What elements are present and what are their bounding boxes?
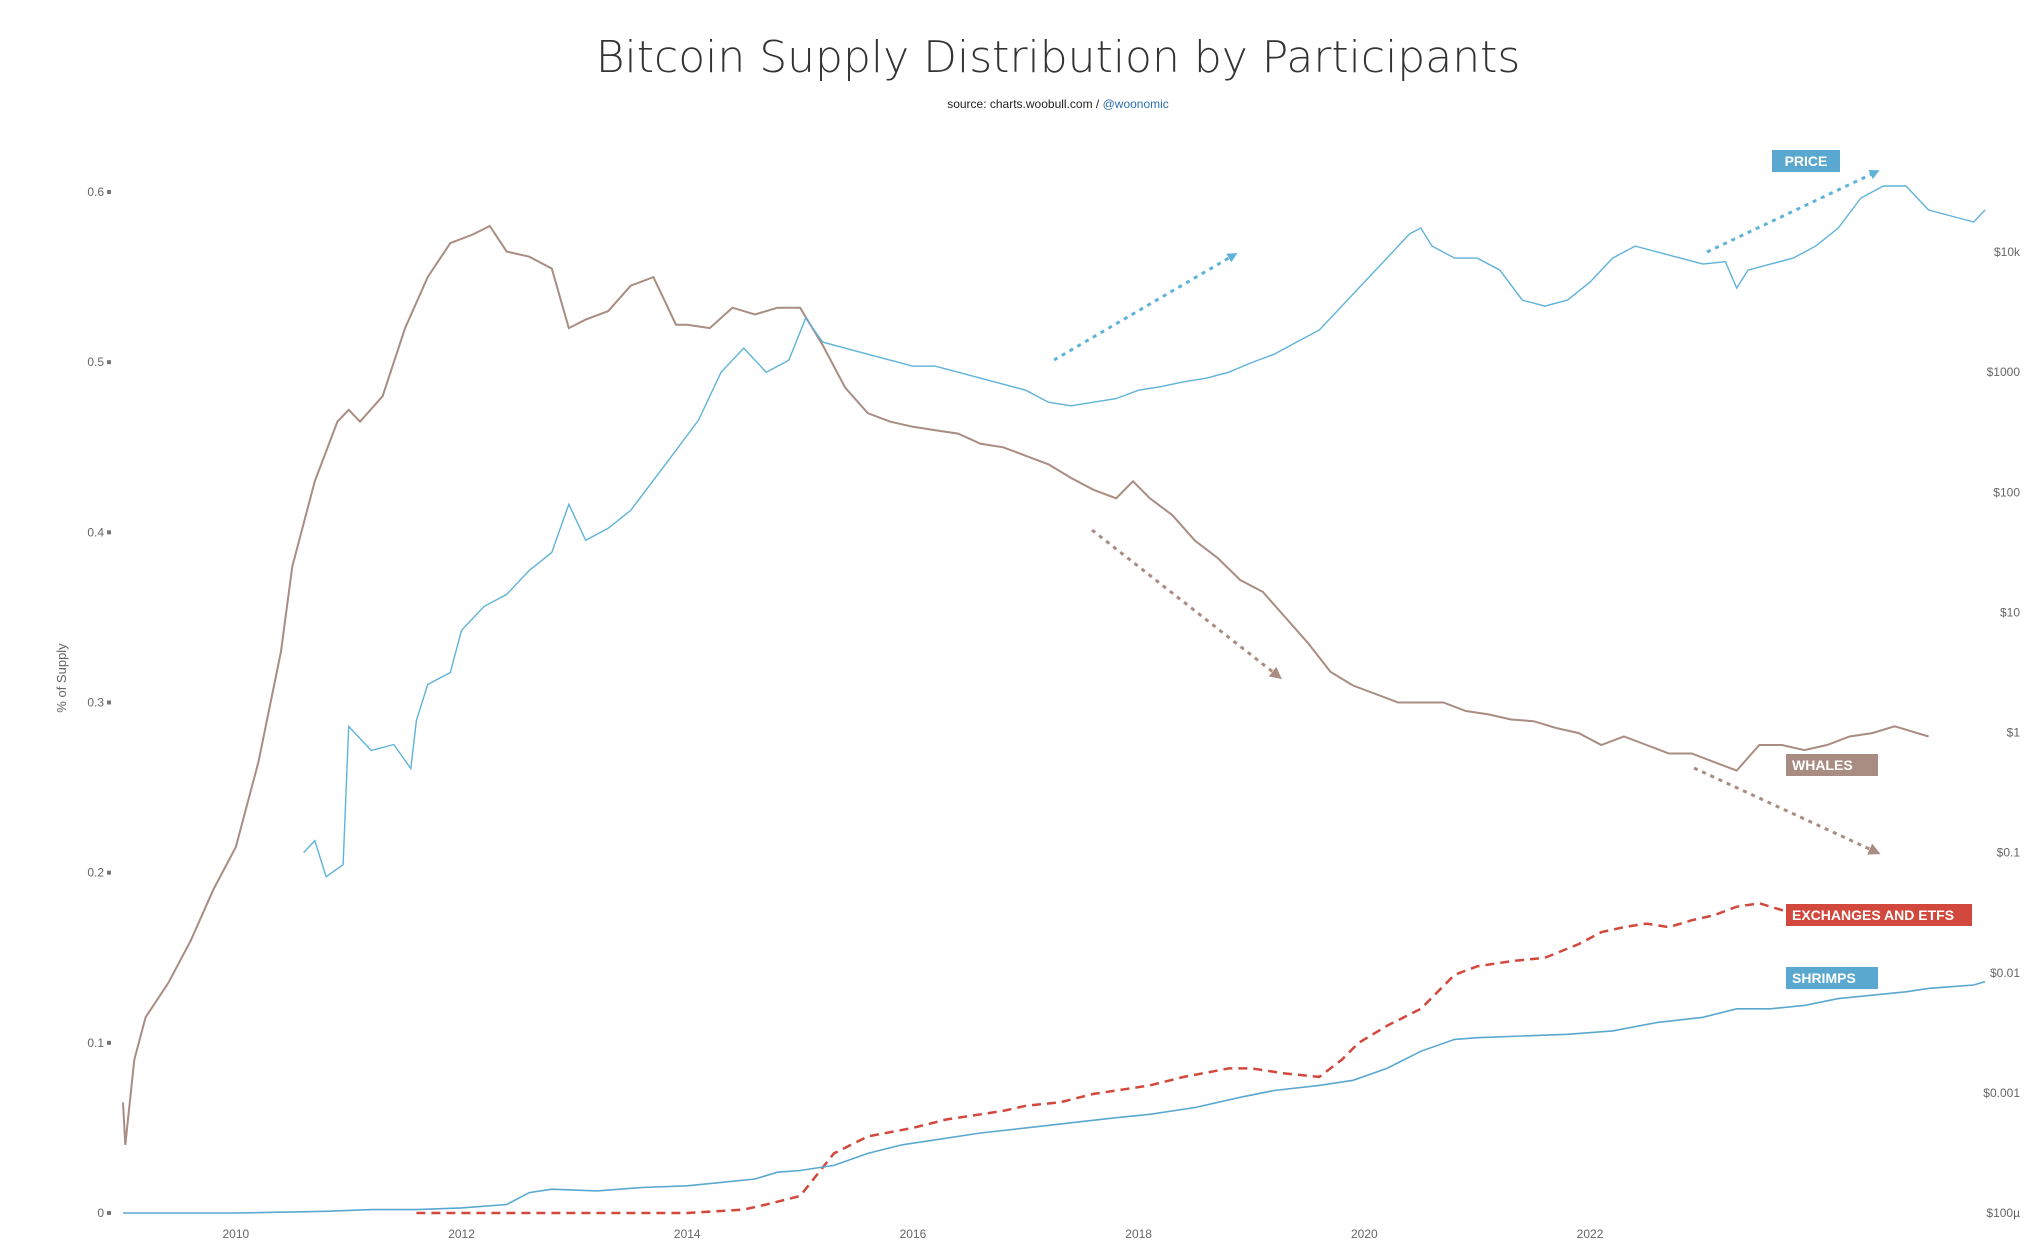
price-axis-ticks: $100µ $0.001 $0.01 $0.1 $1 $10 $100 $1000 $10k [1983, 245, 2021, 1220]
price-tick-label: $0.001 [1983, 1086, 2020, 1100]
price-tick-label: $10k [1994, 245, 2021, 259]
price-tick-label: $1 [2007, 726, 2021, 740]
series-line-price [303, 185, 1986, 878]
price-tag: PRICE [1772, 150, 1840, 172]
y-tick-label: 0.6 [87, 185, 104, 199]
shrimps-tag: SHRIMPS [1786, 967, 1878, 989]
price-tick-label: $0.1 [1997, 846, 2021, 860]
x-tick-label: 2018 [1125, 1227, 1152, 1241]
y-tick-label: 0.4 [87, 525, 104, 539]
x-tick-label: 2012 [448, 1227, 475, 1241]
subtitle-source: source: charts.woobull.com / [947, 97, 1102, 111]
y-tick-mark [107, 700, 111, 705]
subtitle-handle-link[interactable]: @woonomic [1103, 97, 1169, 111]
shrimps-tag-bg [1786, 967, 1878, 989]
y-tick-mark [107, 1211, 111, 1215]
x-tick-label: 2020 [1351, 1227, 1378, 1241]
x-tick-label: 2010 [222, 1227, 249, 1241]
x-tick-label: 2014 [674, 1227, 701, 1241]
price-trend-arrow-1 [1053, 252, 1238, 362]
y-tick-label: 0.5 [87, 355, 104, 369]
price-tag-label: PRICE [1785, 153, 1828, 169]
y-tick-label: 0.3 [87, 696, 104, 710]
x-axis-ticks: 2010 2012 2014 2016 2018 2020 2022 [222, 1227, 1603, 1241]
price-tick-label: $0.01 [1990, 966, 2020, 980]
whales-tag-bg [1786, 754, 1878, 776]
exchanges-tag-label: EXCHANGES AND ETFS [1792, 907, 1954, 923]
y-tick-mark [107, 530, 111, 535]
series-line-whales [122, 224, 1929, 1146]
exchanges-tag: EXCHANGES AND ETFS [1786, 904, 1972, 926]
whales-tag: WHALES [1786, 754, 1878, 776]
price-tick-label: $10 [2000, 605, 2020, 619]
y-tick-mark [107, 870, 111, 875]
y-axis-label: % of Supply [54, 643, 69, 713]
price-trend-arrow-2 [1706, 170, 1880, 254]
series-line-exchanges [416, 902, 1929, 1215]
x-tick-label: 2016 [900, 1227, 927, 1241]
price-tick-label: $1000 [1987, 365, 2021, 379]
whales-trend-arrow-1 [1091, 528, 1282, 680]
y-tick-mark [107, 190, 111, 194]
series-line-shrimps [123, 980, 1986, 1214]
whales-trend-arrow-2 [1693, 766, 1881, 855]
exchanges-tag-bg [1786, 904, 1972, 926]
y-tick-label: 0.1 [87, 1036, 104, 1050]
y-tick-mark [107, 1040, 111, 1045]
chart-subtitle: source: charts.woobull.com / @woonomic [947, 97, 1169, 111]
chart-title: Bitcoin Supply Distribution by Participa… [596, 32, 1521, 83]
price-tick-label: $100 [1993, 485, 2020, 499]
price-tag-bg [1772, 150, 1840, 172]
x-tick-label: 2022 [1577, 1227, 1604, 1241]
y-tick-label: 0.2 [87, 866, 104, 880]
whales-tag-label: WHALES [1792, 757, 1853, 773]
y-tick-label: 0 [97, 1206, 104, 1220]
y-tick-mark [107, 360, 111, 365]
shrimps-tag-label: SHRIMPS [1792, 970, 1856, 986]
y-axis-ticks: 0 0.1 0.2 0.3 0.4 0.5 0.6 [87, 185, 111, 1220]
price-tick-label: $100µ [1986, 1206, 2020, 1220]
